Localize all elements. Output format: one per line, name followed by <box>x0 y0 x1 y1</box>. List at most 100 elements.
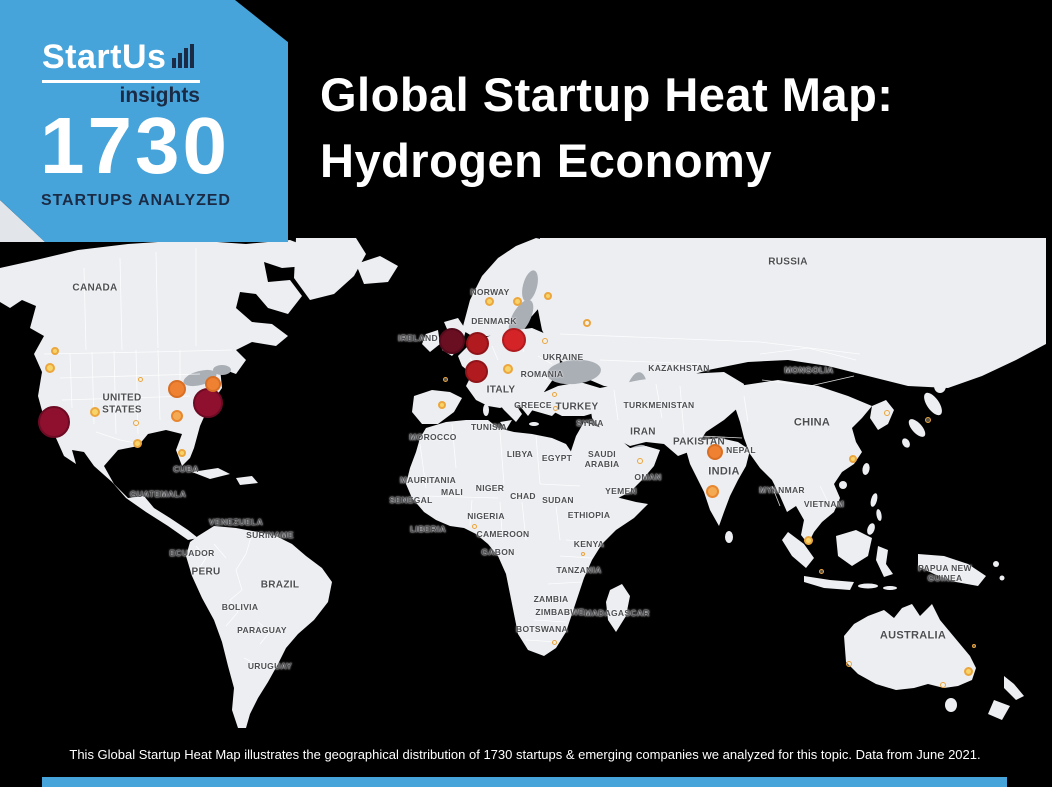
sumatra <box>782 532 814 568</box>
map-label: ZIMBABWE <box>535 607 585 618</box>
heat-bubble-berlin <box>502 328 526 352</box>
png-island <box>993 561 999 567</box>
sardinia <box>483 404 489 416</box>
brand-panel: StartUs insights 1730 STARTUPS ANALYZED <box>0 0 288 242</box>
africa <box>406 420 648 656</box>
heat-bubble-hong-kong <box>849 455 857 463</box>
heat-bubble-tokyo <box>925 417 931 423</box>
map-label: MOROCCO <box>409 432 457 443</box>
world-map-svg <box>0 238 1046 728</box>
map-label: URUGUAY <box>247 661 293 672</box>
north-america <box>0 240 316 540</box>
heat-bubble-sydney <box>963 666 973 676</box>
heat-bubble-houston <box>132 438 142 448</box>
map-label: IRELAND <box>398 333 438 344</box>
heat-bubble-denver <box>90 407 100 417</box>
lesser-sunda <box>858 583 878 589</box>
philippines <box>870 493 878 507</box>
heat-bubble-dubai <box>637 458 643 464</box>
bar-chart-icon <box>172 44 198 73</box>
map-label: IRAN <box>630 426 656 438</box>
madagascar <box>606 584 630 632</box>
map-label: EGYPT <box>541 453 573 464</box>
heat-bubble-london <box>439 328 465 354</box>
japan-hokkaido <box>934 379 946 393</box>
brand-name: StartUs <box>42 38 167 76</box>
lesser-sunda <box>883 586 897 590</box>
heat-bubble-madrid <box>438 401 446 409</box>
map-label: OMAN <box>634 472 662 483</box>
heat-bubble-southeast-us <box>171 410 183 422</box>
heat-bubble-jakarta <box>818 568 824 574</box>
footer-accent-bar <box>42 777 1007 787</box>
map-label: NIGER <box>475 483 505 494</box>
startup-count-caption: STARTUPS ANALYZED <box>41 192 231 209</box>
iberia <box>412 390 462 424</box>
heat-bubble-stockholm <box>512 296 522 306</box>
map-label: LIBYA <box>506 449 534 460</box>
map-label: SUDAN <box>542 495 574 506</box>
cuba <box>192 468 230 479</box>
sicily <box>500 420 512 430</box>
map-label: MADAGASCAR <box>584 608 650 619</box>
map-label: BOTSWANA <box>516 624 568 635</box>
heat-bubble-benelux <box>465 331 489 355</box>
hainan <box>839 481 847 489</box>
map-label: NEPAL <box>726 445 756 456</box>
map-label: GUATEMALA <box>129 489 187 500</box>
heat-bubble-warsaw <box>542 338 548 344</box>
map-label: MAURITANIA <box>399 475 457 486</box>
map-label: ECUADOR <box>169 548 215 559</box>
map-label: SYRIA <box>576 418 604 429</box>
map-label: GREECE <box>514 400 552 411</box>
heat-bubble-melbourne <box>940 682 946 688</box>
java <box>804 576 854 590</box>
map-label: KAZAKHSTAN <box>648 363 710 374</box>
baltic-sea <box>508 299 534 337</box>
sakhalin <box>944 341 954 371</box>
map-label: TUNISIA <box>470 422 508 433</box>
crete <box>529 422 539 426</box>
new-zealand-north <box>1004 676 1024 700</box>
heat-bubble-johannesburg <box>551 639 557 645</box>
taiwan <box>862 463 870 475</box>
greece <box>520 392 538 416</box>
map-label: ROMANIA <box>520 369 564 380</box>
map-label: SENEGAL <box>389 495 433 506</box>
heat-bubble-toronto <box>205 376 221 392</box>
philippines <box>876 509 882 521</box>
heat-bubble-nairobi <box>581 552 585 556</box>
philippines <box>867 523 875 535</box>
map-label: PARAGUAY <box>237 625 287 636</box>
map-label: ETHIOPIA <box>567 510 611 521</box>
map-label: BRAZIL <box>260 579 300 591</box>
heat-bubble-seattle <box>45 363 55 373</box>
map-label: AUSTRALIA <box>879 629 947 642</box>
map-label: ZAMBIA <box>533 594 569 605</box>
india <box>686 438 750 526</box>
map-label: YEMEN <box>605 486 637 497</box>
map-label: SAUDI ARABIA <box>584 449 620 469</box>
map-label: DENMARK <box>471 316 517 327</box>
south-america <box>186 526 332 728</box>
japan-kyushu <box>902 438 910 448</box>
heat-bubble-new-york <box>193 388 223 418</box>
map-label: NIGERIA <box>467 511 505 522</box>
map-label: MYANMAR <box>759 485 805 496</box>
heat-bubble-singapore <box>803 535 813 545</box>
scandinavia <box>462 238 562 336</box>
map-label: CHAD <box>510 491 536 502</box>
great-lake <box>213 365 231 375</box>
corsica <box>486 394 492 404</box>
map-label: TANZANIA <box>556 565 602 576</box>
heat-bubble-milan <box>503 364 513 374</box>
map-label: TURKMENISTAN <box>623 400 695 411</box>
gulf-of-bothnia <box>522 270 538 302</box>
borneo <box>836 530 872 566</box>
iceland <box>356 256 398 284</box>
page-title: Global Startup Heat Map: Hydrogen Econom… <box>320 68 894 187</box>
brand-underline <box>42 80 200 83</box>
map-label: KENYA <box>573 539 605 550</box>
heat-bubble-vancouver <box>51 347 59 355</box>
heat-bubble-moscow <box>583 319 591 327</box>
